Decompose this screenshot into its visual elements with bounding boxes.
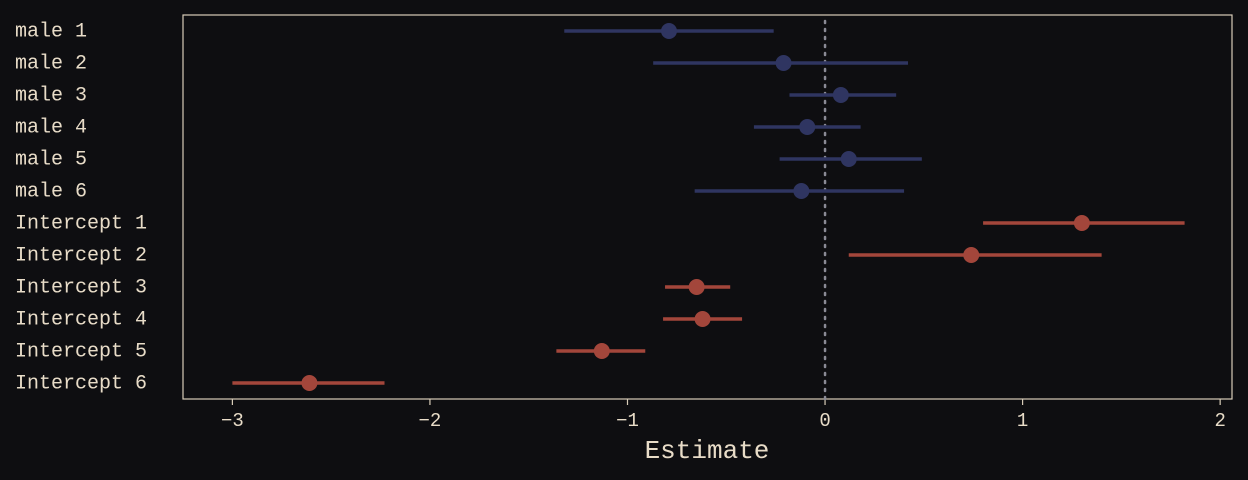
- x-tick-label: 0: [819, 410, 830, 432]
- x-tick-label: 2: [1214, 410, 1225, 432]
- y-tick-label: male 5: [15, 148, 87, 171]
- point: [793, 183, 810, 199]
- point: [963, 247, 980, 263]
- y-tick-label: male 6: [15, 180, 87, 203]
- y-tick-label: male 2: [15, 52, 87, 75]
- point: [593, 343, 610, 359]
- y-tick-label: Intercept 3: [15, 276, 147, 299]
- y-tick-label: male 1: [15, 20, 87, 43]
- y-tick-label: Intercept 6: [15, 372, 147, 395]
- y-tick-label: Intercept 1: [15, 212, 147, 235]
- point: [799, 119, 816, 135]
- point: [1073, 215, 1090, 231]
- y-tick-label: male 4: [15, 116, 87, 139]
- point: [301, 375, 318, 391]
- x-tick-label: −3: [221, 410, 244, 432]
- point: [832, 87, 849, 103]
- x-tick-label: 1: [1017, 410, 1028, 432]
- point: [660, 23, 677, 39]
- plot-frame: [182, 14, 1233, 400]
- point: [694, 311, 711, 327]
- point: [840, 151, 857, 167]
- x-axis-label: Estimate: [645, 436, 770, 466]
- point: [775, 55, 792, 71]
- y-tick-label: Intercept 5: [15, 340, 147, 363]
- y-tick-label: Intercept 4: [15, 308, 147, 331]
- x-tick-label: −2: [419, 410, 442, 432]
- y-tick-label: male 3: [15, 84, 87, 107]
- x-tick-label: −1: [616, 410, 639, 432]
- point: [688, 279, 705, 295]
- y-tick-label: Intercept 2: [15, 244, 147, 267]
